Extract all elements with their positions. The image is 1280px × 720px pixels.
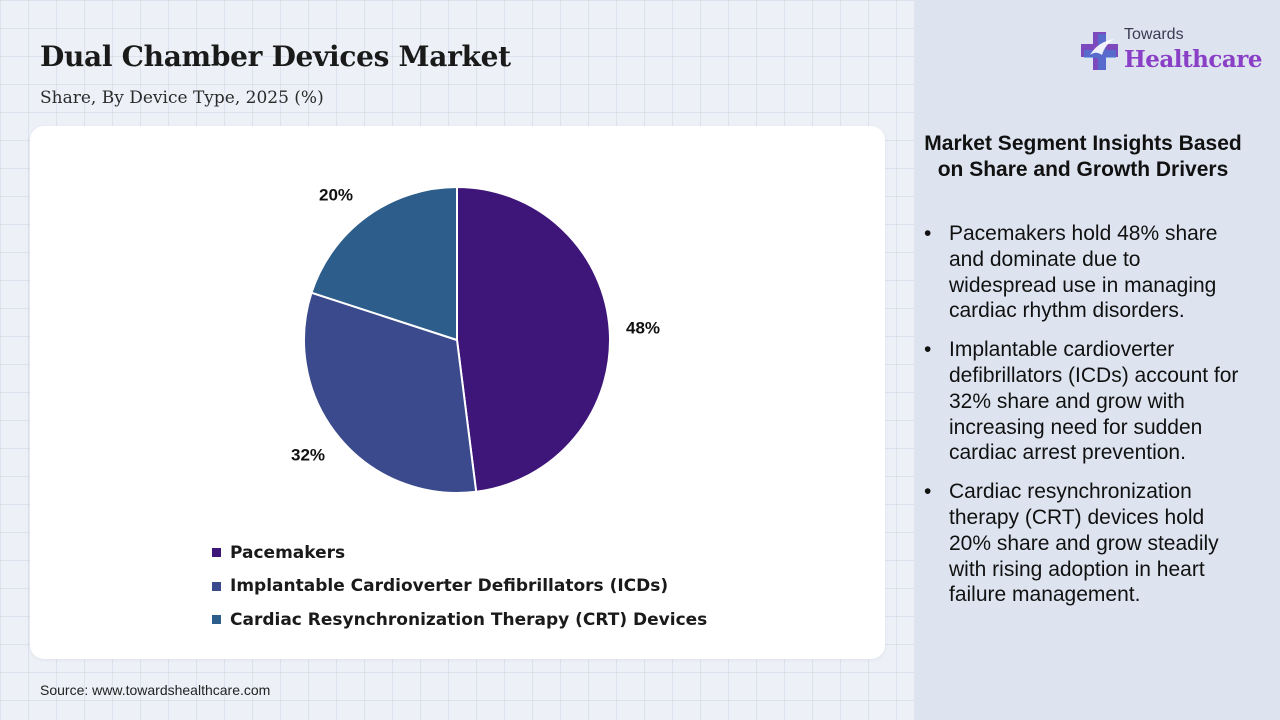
insight-item: • Cardiac resynchronization therapy (CRT… <box>924 479 1246 608</box>
pie-slice-3 <box>310 185 458 342</box>
legend-item-1: Pacemakers <box>212 536 707 570</box>
legend-swatch <box>212 548 221 558</box>
brand-logo: Towards Healthcare <box>1080 26 1263 78</box>
source-note: Source: www.towardshealthcare.com <box>40 682 271 698</box>
data-label-1: 48% <box>626 318 660 337</box>
insights-heading: Market Segment Insights Based on Share a… <box>924 132 1242 181</box>
chart-card: 48% 32% 20% Pacemakers Implantable Cardiove… <box>30 126 885 659</box>
bullet-icon: • <box>924 222 932 245</box>
chart-title: Dual Chamber Devices Market <box>40 40 511 73</box>
legend-label: Cardiac Resynchronization Therapy (CRT) … <box>230 609 708 630</box>
logo-text-towards: Towards <box>1124 26 1184 43</box>
legend-label: Pacemakers <box>230 542 346 563</box>
insight-item: • Pacemakers hold 48% share and dominate… <box>924 221 1246 324</box>
insight-item: • Implantable cardioverter defibrillator… <box>924 337 1246 466</box>
data-label-2: 32% <box>291 445 325 464</box>
pie-slice-2 <box>303 291 478 494</box>
bullet-icon: • <box>924 480 932 504</box>
legend-swatch <box>212 615 221 625</box>
chart-subtitle: Share, By Device Type, 2025 (%) <box>40 88 324 108</box>
insight-text: Cardiac resynchronization therapy (CRT) … <box>949 480 1219 607</box>
insight-text: Pacemakers hold 48% share and dominate d… <box>949 222 1218 323</box>
medical-cross-icon <box>1081 32 1118 70</box>
legend-label: Implantable Cardioverter Defibrillators … <box>230 576 669 597</box>
logo-text-healthcare: Healthcare <box>1124 46 1263 73</box>
bullet-icon: • <box>924 338 932 362</box>
pie-chart: 48% 32% 20% <box>291 185 660 494</box>
chart-legend: Pacemakers Implantable Cardioverter Defib… <box>212 536 707 637</box>
pie-slice-1 <box>456 185 611 493</box>
legend-item-3: Cardiac Resynchronization Therapy (CRT) … <box>212 603 707 637</box>
insight-text: Implantable cardioverter defibrillators … <box>949 338 1239 465</box>
legend-swatch <box>212 581 221 591</box>
data-label-3: 20% <box>319 185 353 204</box>
insights-panel <box>914 0 1280 720</box>
insights-list: • Pacemakers hold 48% share and dominate… <box>924 221 1246 621</box>
legend-item-2: Implantable Cardioverter Defibrillators … <box>212 570 707 604</box>
